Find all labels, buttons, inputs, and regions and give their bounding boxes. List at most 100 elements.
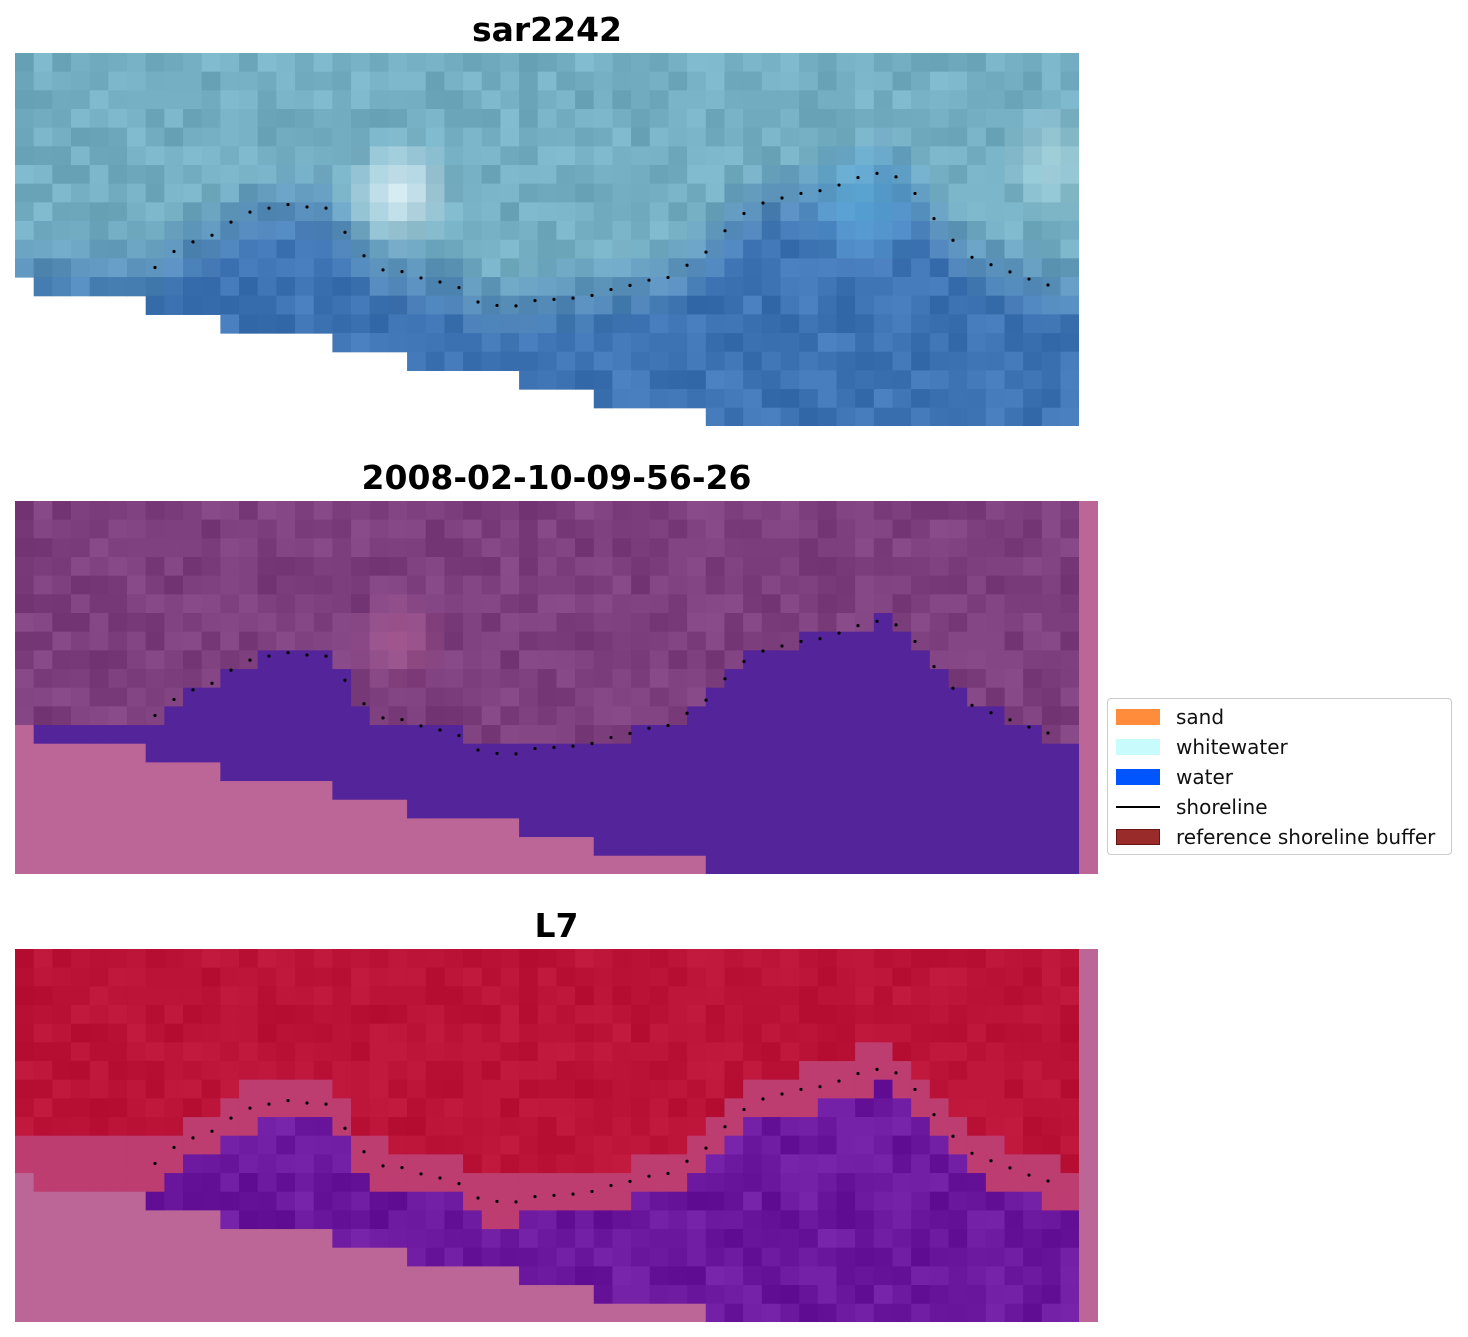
raster-cell [463,557,483,577]
nodata-cell [276,1303,296,1322]
raster-cell [257,1061,277,1081]
raster-cell [743,1229,763,1249]
raster-cell [89,53,109,73]
nodata-cell [201,837,221,857]
raster-cell [164,725,184,745]
raster-cell [724,594,744,614]
raster-cell [761,575,782,595]
raster-cell [145,146,165,166]
shoreline-point [1027,1173,1031,1177]
raster-cell [1060,501,1080,521]
raster-cell [612,1154,632,1174]
raster-cell [463,1210,483,1230]
raster-cell [911,165,931,185]
raster-cell [71,183,91,203]
raster-cell [911,1303,931,1322]
raster-cell [388,221,408,241]
raster-cell [537,258,558,278]
raster-cell [948,295,968,315]
raster-cell [407,1154,427,1174]
nodata-cell [444,818,464,838]
nodata-cell [127,1191,147,1211]
raster-cell [239,725,259,745]
raster-cell [295,314,315,334]
nodata-cell [220,1285,240,1305]
raster-cell [668,501,688,521]
raster-cell [612,1135,632,1155]
raster-cell [295,1079,315,1099]
raster-cell [388,1023,408,1043]
raster-cell [257,239,277,259]
raster-cell [257,967,277,987]
raster-cell [892,743,912,763]
raster-cell [463,575,483,595]
raster-cell [892,183,912,203]
nodata-cell [425,1266,446,1286]
raster-cell [257,1079,277,1099]
raster-cell [351,725,371,745]
raster-cell [388,1117,408,1137]
raster-cell [817,538,838,558]
raster-cell [649,837,670,857]
raster-cell [780,557,800,577]
raster-cell [127,1098,147,1118]
raster-cell [967,1135,987,1155]
raster-cell [257,1005,277,1025]
nodata-cell [164,855,184,874]
raster-cell [1041,1210,1062,1230]
raster-cell [780,631,800,651]
raster-cell [948,1023,968,1043]
raster-cell [351,613,371,633]
raster-cell [145,1098,165,1118]
raster-cell [967,1191,987,1211]
raster-cell [743,1247,763,1267]
raster-cell [127,687,147,707]
raster-cell [463,1061,483,1081]
raster-cell [1004,1079,1024,1099]
raster-cell [1004,706,1024,726]
raster-cell [164,90,184,110]
raster-cell [631,1098,651,1118]
raster-cell [369,650,389,670]
raster-cell [407,1117,427,1137]
raster-cell [500,1005,520,1025]
raster-cell [985,687,1006,707]
raster-cell [220,706,240,726]
raster-cell [295,687,315,707]
raster-cell [780,1042,800,1062]
raster-cell [985,1173,1006,1193]
raster-cell [911,202,931,222]
raster-cell [668,538,688,558]
raster-cell [444,295,464,315]
raster-cell [481,538,502,558]
raster-cell [1023,818,1043,838]
raster-cell [145,1061,165,1081]
raster-cell [220,557,240,577]
raster-cell [537,351,558,371]
raster-cell [687,1285,707,1305]
raster-cell [780,90,800,110]
raster-cell [89,1173,109,1193]
raster-cell [687,1023,707,1043]
raster-cell [257,1042,277,1062]
raster-cell [220,314,240,334]
raster-cell [1004,967,1024,987]
raster-cell [892,370,912,390]
raster-cell [649,1247,670,1267]
shoreline-point [286,1098,290,1103]
raster-cell [780,202,800,222]
raster-cell [817,557,838,577]
shoreline-point [248,658,252,662]
raster-cell [817,650,838,670]
shoreline-point [970,703,974,707]
raster-cell [108,90,128,110]
raster-cell [743,818,763,838]
raster-cell [836,1303,856,1322]
shoreline-point [989,711,993,715]
nodata-cell [313,799,333,819]
raster-cell [15,109,35,129]
raster-cell [911,1079,931,1099]
raster-cell [724,1210,744,1230]
raster-cell [220,127,240,147]
raster-cell [817,221,838,241]
